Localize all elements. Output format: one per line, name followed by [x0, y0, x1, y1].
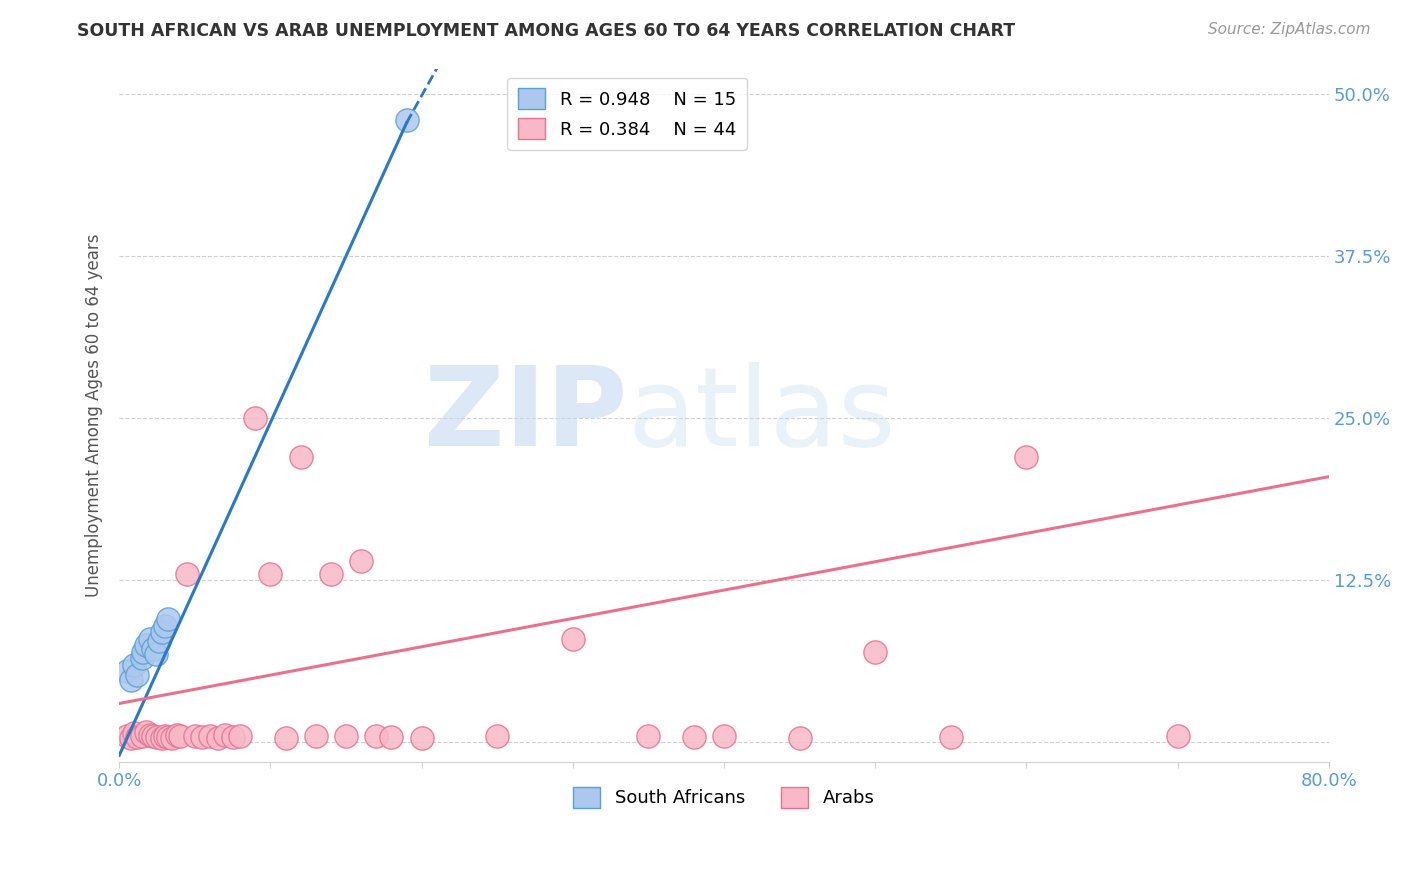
Point: [350, 554, 373, 568]
Point: [150, 731, 173, 746]
Text: SOUTH AFRICAN VS ARAB UNEMPLOYMENT AMONG AGES 60 TO 64 YEARS CORRELATION CHART: SOUTH AFRICAN VS ARAB UNEMPLOYMENT AMONG…: [77, 22, 1015, 40]
Point: [156, 730, 179, 744]
Point: [221, 730, 243, 744]
Point: [1015, 450, 1038, 465]
Point: [145, 647, 167, 661]
Point: [176, 566, 198, 581]
Point: [245, 411, 267, 425]
Point: [135, 725, 157, 739]
Point: [207, 731, 229, 746]
Text: ZIP: ZIP: [423, 361, 627, 468]
Point: [191, 730, 214, 744]
Point: [214, 727, 236, 741]
Point: [274, 731, 297, 746]
Point: [184, 729, 207, 743]
Point: [713, 729, 735, 743]
Point: [135, 638, 157, 652]
Point: [124, 657, 146, 672]
Point: [132, 645, 155, 659]
Point: [150, 625, 173, 640]
Point: [115, 664, 138, 678]
Point: [127, 668, 149, 682]
Point: [169, 729, 191, 743]
Text: atlas: atlas: [627, 361, 896, 468]
Point: [259, 566, 281, 581]
Point: [120, 731, 142, 746]
Point: [166, 727, 188, 741]
Point: [1167, 729, 1189, 743]
Point: [319, 566, 342, 581]
Point: [138, 632, 160, 646]
Point: [335, 729, 357, 743]
Y-axis label: Unemployment Among Ages 60 to 64 years: Unemployment Among Ages 60 to 64 years: [86, 234, 103, 597]
Point: [156, 612, 179, 626]
Point: [789, 731, 811, 746]
Point: [863, 645, 886, 659]
Point: [411, 731, 433, 746]
Text: Source: ZipAtlas.com: Source: ZipAtlas.com: [1208, 22, 1371, 37]
Point: [153, 729, 176, 743]
Point: [141, 729, 163, 743]
Point: [148, 634, 170, 648]
Point: [120, 673, 142, 687]
Point: [153, 618, 176, 632]
Point: [486, 729, 509, 743]
Point: [395, 113, 418, 128]
Point: [141, 642, 163, 657]
Point: [380, 730, 402, 744]
Point: [229, 729, 252, 743]
Point: [124, 726, 146, 740]
Point: [131, 651, 153, 665]
Point: [131, 729, 153, 743]
Point: [682, 730, 704, 744]
Point: [637, 729, 659, 743]
Point: [290, 450, 312, 465]
Point: [127, 730, 149, 744]
Point: [146, 730, 169, 744]
Point: [138, 727, 160, 741]
Point: [160, 731, 183, 746]
Point: [366, 729, 388, 743]
Legend: South Africans, Arabs: South Africans, Arabs: [567, 780, 882, 815]
Point: [305, 729, 328, 743]
Point: [939, 730, 962, 744]
Point: [198, 729, 221, 743]
Point: [115, 729, 138, 743]
Point: [561, 632, 583, 646]
